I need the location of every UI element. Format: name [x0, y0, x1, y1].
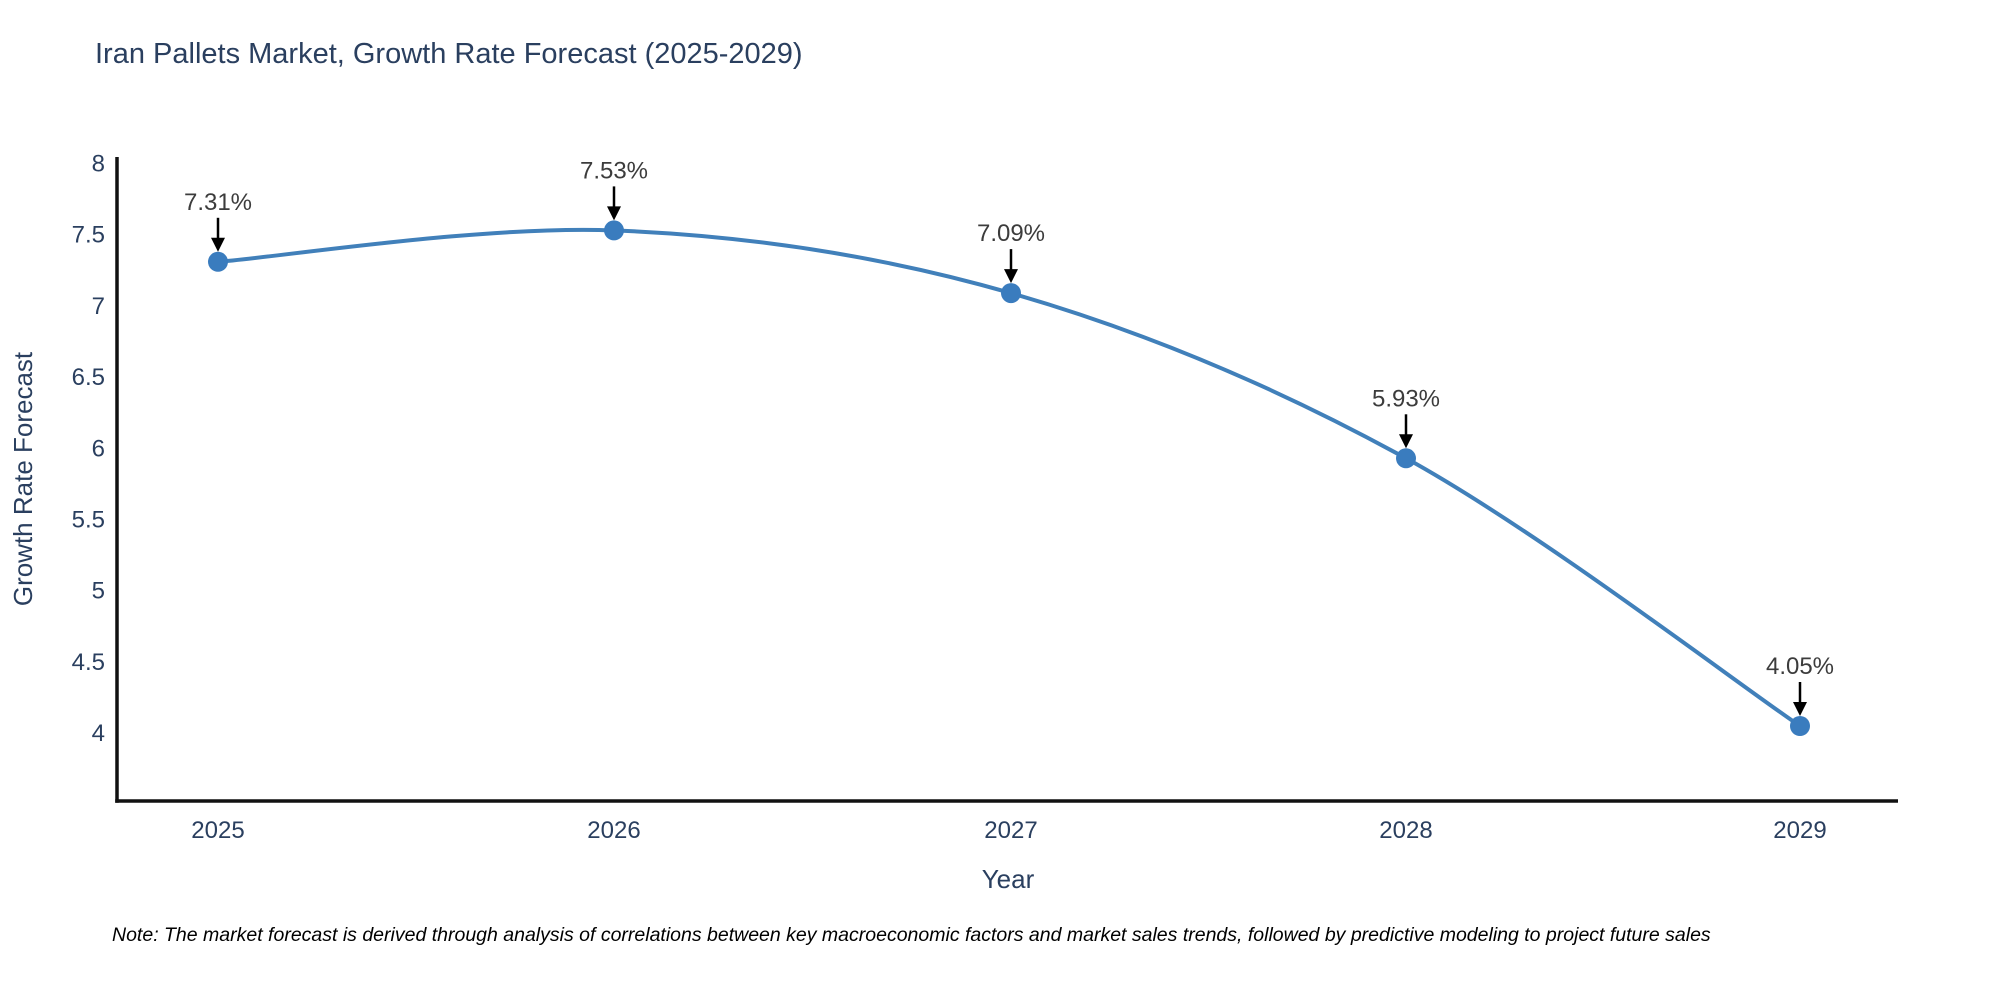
- x-tick-label: 2027: [984, 817, 1037, 844]
- annotation-2026: 7.53%: [580, 157, 648, 221]
- data-points: [208, 220, 1810, 736]
- x-tick-label: 2026: [587, 817, 640, 844]
- annotation-2028: 5.93%: [1372, 385, 1440, 449]
- annotation-arrowhead-icon: [1004, 269, 1018, 284]
- y-tick-label: 6: [92, 435, 105, 462]
- annotation-arrowhead-icon: [607, 206, 621, 221]
- annotation-arrowhead-icon: [1793, 702, 1807, 716]
- line-series: [216, 227, 1802, 728]
- x-tick-label: 2028: [1379, 817, 1432, 844]
- annotations: 7.31% 7.53% 7.09% 5.93% 4.05%: [184, 157, 1834, 716]
- y-tick-label: 4: [92, 720, 105, 747]
- annotation-2025: 7.31%: [184, 189, 252, 252]
- data-point-2027: [1001, 283, 1021, 304]
- y-tick-label: 5.5: [72, 507, 105, 534]
- y-tick-label: 4.5: [72, 649, 105, 676]
- footnote: Note: The market forecast is derived thr…: [112, 924, 1711, 946]
- annotation-label: 7.53%: [580, 157, 648, 184]
- data-point-2028: [1396, 448, 1416, 469]
- annotation-arrowhead-icon: [211, 237, 225, 252]
- x-axis-title: Year: [982, 864, 1035, 894]
- y-axis-title: Growth Rate Forecast: [8, 351, 38, 606]
- x-tick-labels: 2025 2026 2027 2028 2029: [191, 817, 1826, 844]
- x-tick-label: 2025: [191, 817, 244, 844]
- annotation-label: 4.05%: [1766, 653, 1834, 680]
- axes: [115, 157, 1898, 803]
- y-tick-label: 6.5: [72, 364, 105, 391]
- x-tick-label: 2029: [1773, 817, 1826, 844]
- annotation-label: 7.09%: [977, 220, 1045, 247]
- y-tick-label: 5: [92, 578, 105, 605]
- annotation-2027: 7.09%: [977, 220, 1045, 284]
- data-point-2025: [208, 251, 228, 272]
- chart-title: Iran Pallets Market, Growth Rate Forecas…: [95, 38, 803, 70]
- annotation-arrowhead-icon: [1399, 434, 1413, 449]
- annotation-2029: 4.05%: [1766, 653, 1834, 716]
- y-tick-label: 8: [92, 151, 105, 178]
- annotation-label: 5.93%: [1372, 385, 1440, 412]
- y-tick-label: 7: [92, 293, 105, 320]
- data-point-2029: [1790, 716, 1810, 736]
- data-point-2026: [604, 220, 624, 241]
- annotation-label: 7.31%: [184, 189, 252, 216]
- y-tick-labels: 8 7.5 7 6.5 6 5.5 5 4.5 4: [72, 151, 105, 748]
- y-tick-label: 7.5: [72, 222, 105, 249]
